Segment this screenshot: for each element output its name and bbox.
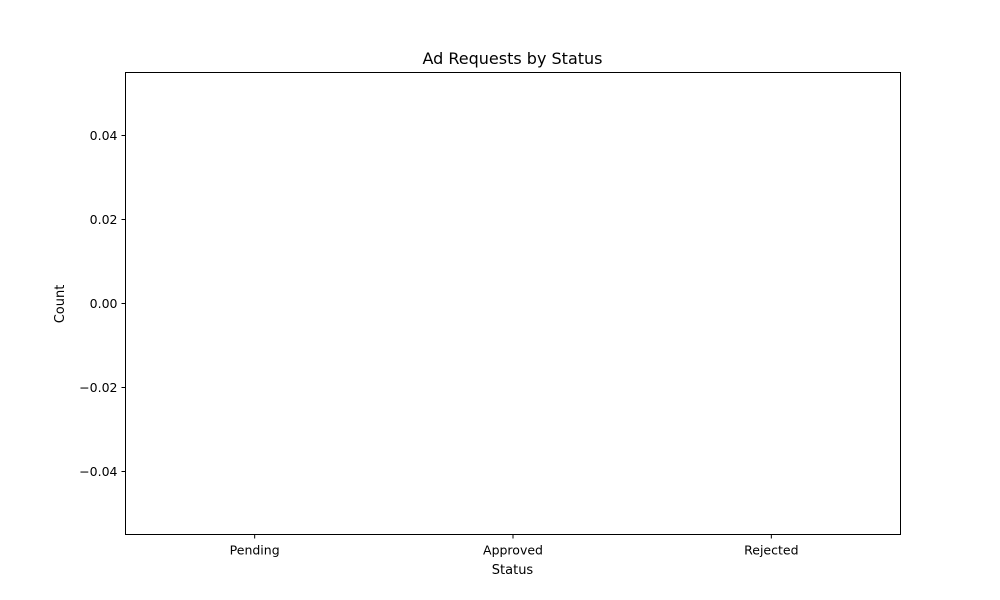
y-axis-label: Count xyxy=(53,285,68,324)
y-tick-label: 0.02 xyxy=(90,212,118,227)
x-axis-label: Status xyxy=(492,563,534,578)
x-tick-label: Approved xyxy=(483,543,543,558)
chart-title: Ad Requests by Status xyxy=(422,49,602,68)
y-tick-label: 0.04 xyxy=(90,128,118,143)
x-tick-label: Pending xyxy=(230,543,280,558)
y-tick-label: 0.00 xyxy=(90,296,118,311)
y-tick-label: −0.02 xyxy=(79,380,117,395)
plot-area-frame xyxy=(125,72,901,535)
y-axis-ticks: 0.04 0.02 0.00 −0.02 −0.04 xyxy=(79,128,126,479)
x-axis-ticks: Pending Approved Rejected xyxy=(230,534,799,558)
x-tick-label: Rejected xyxy=(744,543,798,558)
y-tick-label: −0.04 xyxy=(79,464,117,479)
